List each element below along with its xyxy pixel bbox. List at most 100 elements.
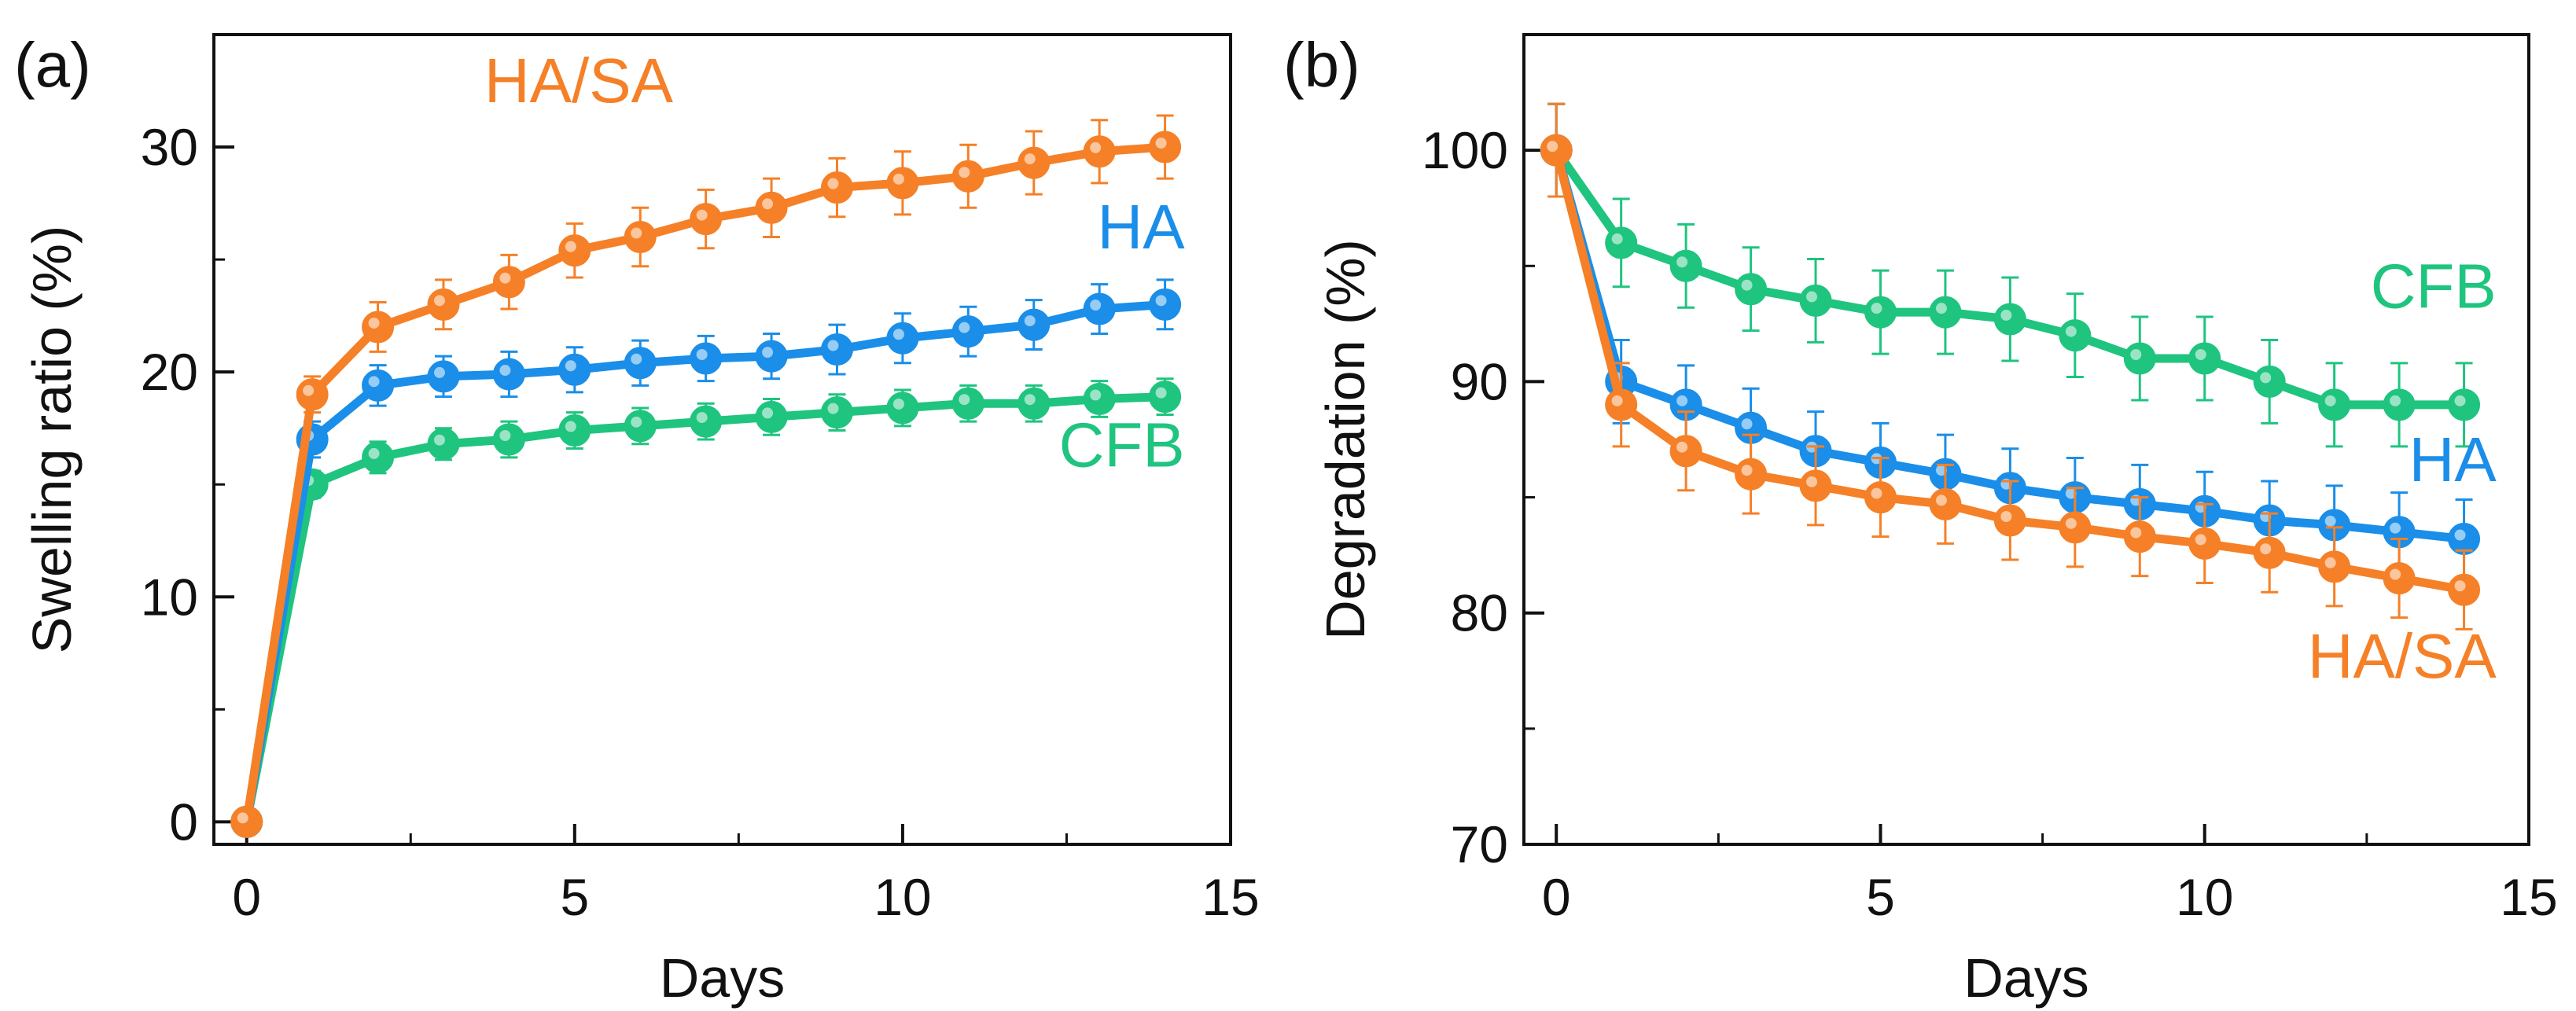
panel-b-series-ha-sa-point-highlight: [1611, 395, 1623, 406]
panel-a-series-cfb-point-highlight: [959, 394, 970, 406]
panel-b-series-ha-sa: [1540, 102, 2481, 630]
panel-b-series-ha-sa-point: [2383, 562, 2416, 595]
panel-a-series-ha-point: [1018, 308, 1051, 341]
panel-b-series-cfb-point-highlight: [2324, 395, 2336, 406]
panel-a-series-ha-sa-point-highlight: [368, 317, 380, 329]
panel-a-swelling-chart: (a) 0 5 10 15 0 10 20 30 Days Swelling ratio (%) CF…: [14, 30, 1260, 1009]
panel-b-series-ha-sa-point-highlight: [1676, 441, 1688, 453]
panel-a-series-ha-sa-point: [492, 266, 525, 299]
panel-a-series-cfb-point-highlight: [827, 403, 839, 414]
panel-a-series-ha-point-highlight: [368, 376, 380, 388]
panel-a-series-cfb-point: [624, 410, 657, 443]
panel-a-series-ha-point: [1149, 288, 1182, 321]
panel-b-series-cfb-point: [1669, 249, 1702, 282]
panel-a-series-cfb-point-highlight: [1090, 389, 1102, 401]
panel-b-series-ha-sa-point: [2318, 550, 2351, 583]
panel-b-series-ha-label: HA: [2409, 425, 2497, 494]
panel-b-plot-frame: [1522, 33, 2530, 846]
panel-b-y-axis-title: Degradation (%): [1315, 239, 1376, 640]
panel-a-series-ha-sa-point-highlight: [237, 812, 248, 824]
panel-a-series-cfb-point: [558, 414, 591, 447]
panel-a-series-ha-sa-point-highlight: [1090, 142, 1102, 153]
panel-b-degradation-chart: (b) 0 5 10 15 70 80 90 100 Days Degradation (%) CFB…: [1283, 30, 2558, 1009]
panel-a-series-cfb-point: [886, 392, 919, 425]
panel-b-series-cfb-label: CFB: [2371, 251, 2497, 321]
panel-b-series-ha-point-highlight: [1676, 395, 1688, 406]
panel-a-series-ha-point-highlight: [827, 340, 839, 351]
panel-a-series-cfb-point-highlight: [892, 398, 904, 410]
panel-a-y-tick-label: 0: [169, 792, 198, 851]
panel-a-series-ha-sa-point-highlight: [499, 272, 511, 284]
panel-b-series-ha-sa-point-highlight: [2390, 568, 2401, 580]
panel-b-series-cfb-point-highlight: [1611, 233, 1623, 244]
panel-b-series-ha-sa-point: [1929, 487, 1962, 520]
panel-a-series-ha-sa-point: [296, 378, 329, 411]
panel-a-series-cfb-point-highlight: [631, 416, 642, 428]
panel-a-series-cfb-point-highlight: [1155, 387, 1167, 399]
panel-b-x-tick-label: 15: [2500, 868, 2557, 926]
panel-a-series-ha-sa-point-highlight: [827, 178, 839, 189]
panel-b-series-cfb-point: [2123, 342, 2156, 375]
panel-a-plot-frame: [212, 33, 1232, 846]
panel-a-series-cfb-point: [690, 405, 723, 438]
panel-a-series-cfb: [230, 377, 1182, 838]
panel-a-y-tick-label: 10: [141, 568, 198, 626]
panel-a-series-ha-sa-point-highlight: [565, 241, 576, 252]
panel-a-series-ha-point: [362, 369, 395, 402]
panel-b-series-cfb-point-highlight: [2454, 395, 2466, 406]
panel-b-series-ha-sa-point: [1605, 388, 1638, 421]
panel-a-series-ha-sa-point: [362, 311, 395, 344]
panel-b-series-cfb-point-highlight: [1871, 303, 1882, 314]
panel-a-series-ha-sa-point: [886, 167, 919, 200]
panel-a-series-ha-sa-point-highlight: [892, 173, 904, 185]
panel-b-series-ha-sa-point: [1799, 469, 1832, 502]
panel-a-series-cfb-point-highlight: [368, 447, 380, 459]
panel-a-series-ha-sa-point-highlight: [1024, 153, 1036, 165]
panel-a-x-tick-label: 10: [874, 868, 931, 926]
panel-a-y-axis-title: Swelling ratio (%): [21, 226, 83, 654]
panel-a-series-ha-point-highlight: [433, 366, 445, 378]
panel-b-series-cfb-point-highlight: [2260, 372, 2272, 384]
panel-a-series-ha-sa-point: [1149, 131, 1182, 164]
panel-b-series-ha-sa-label: HA/SA: [2308, 621, 2497, 691]
panel-a-series-ha-point-highlight: [1090, 300, 1102, 311]
panel-b-series-ha-sa-point-highlight: [2260, 543, 2272, 555]
panel-b-series-ha-point-highlight: [1741, 418, 1753, 430]
panel-b-series-cfb-point: [1993, 303, 2026, 336]
panel-b-y-tick-label: 100: [1422, 121, 1508, 179]
panel-b-series-ha-point-highlight: [2390, 522, 2401, 534]
panel-a-y-tick-label: 30: [141, 118, 198, 176]
panel-b-series-ha-sa-point-highlight: [1806, 476, 1818, 487]
panel-b-series-ha-sa-point-highlight: [2454, 580, 2466, 592]
panel-b-series-ha-sa-point: [1735, 458, 1768, 491]
panel-b-series-ha-sa-point: [1864, 481, 1897, 514]
panel-a-series-ha-point: [427, 360, 460, 393]
panel-b-series-cfb-point-highlight: [2130, 349, 2142, 360]
panel-a-series-ha-point: [1083, 292, 1116, 325]
panel-a-series-ha-point: [951, 315, 984, 348]
panel-a-x-axis-title: Days: [660, 947, 785, 1009]
panel-b-series-ha-sa-point: [1993, 504, 2026, 537]
panel-b-series-ha-point-highlight: [2454, 529, 2466, 541]
panel-b-series-cfb-point: [1605, 226, 1638, 259]
panel-b-series-ha-sa-point: [2188, 527, 2221, 560]
panel-a-series-ha-point-highlight: [762, 347, 774, 358]
panel-b-series-ha-sa-point-highlight: [2000, 511, 2012, 522]
panel-a-series-cfb-point-highlight: [696, 412, 708, 424]
panel-a-series-ha-point: [558, 353, 591, 386]
panel-a-series-ha-sa-point-highlight: [959, 167, 970, 178]
panel-a-series-ha-sa-point-highlight: [696, 209, 708, 221]
panel-b-y-tick-label: 90: [1451, 352, 1508, 410]
panel-b-series-cfb-point-highlight: [1676, 256, 1688, 268]
panel-a-series-ha-sa-label: HA/SA: [484, 46, 674, 116]
panel-a-series-cfb-label: CFB: [1059, 410, 1185, 480]
panel-b-x-tick-label: 0: [1542, 868, 1571, 926]
panel-b-series-cfb-point-highlight: [1935, 303, 1947, 314]
panel-a-series-cfb-point: [362, 441, 395, 474]
panel-b-series-cfb-point: [1929, 296, 1962, 329]
panel-a-series-ha-point: [820, 333, 853, 366]
panel-a-series-ha-point-highlight: [892, 329, 904, 340]
panel-a-series-ha-label: HA: [1097, 192, 1185, 262]
panel-a-series-cfb-point: [951, 387, 984, 420]
